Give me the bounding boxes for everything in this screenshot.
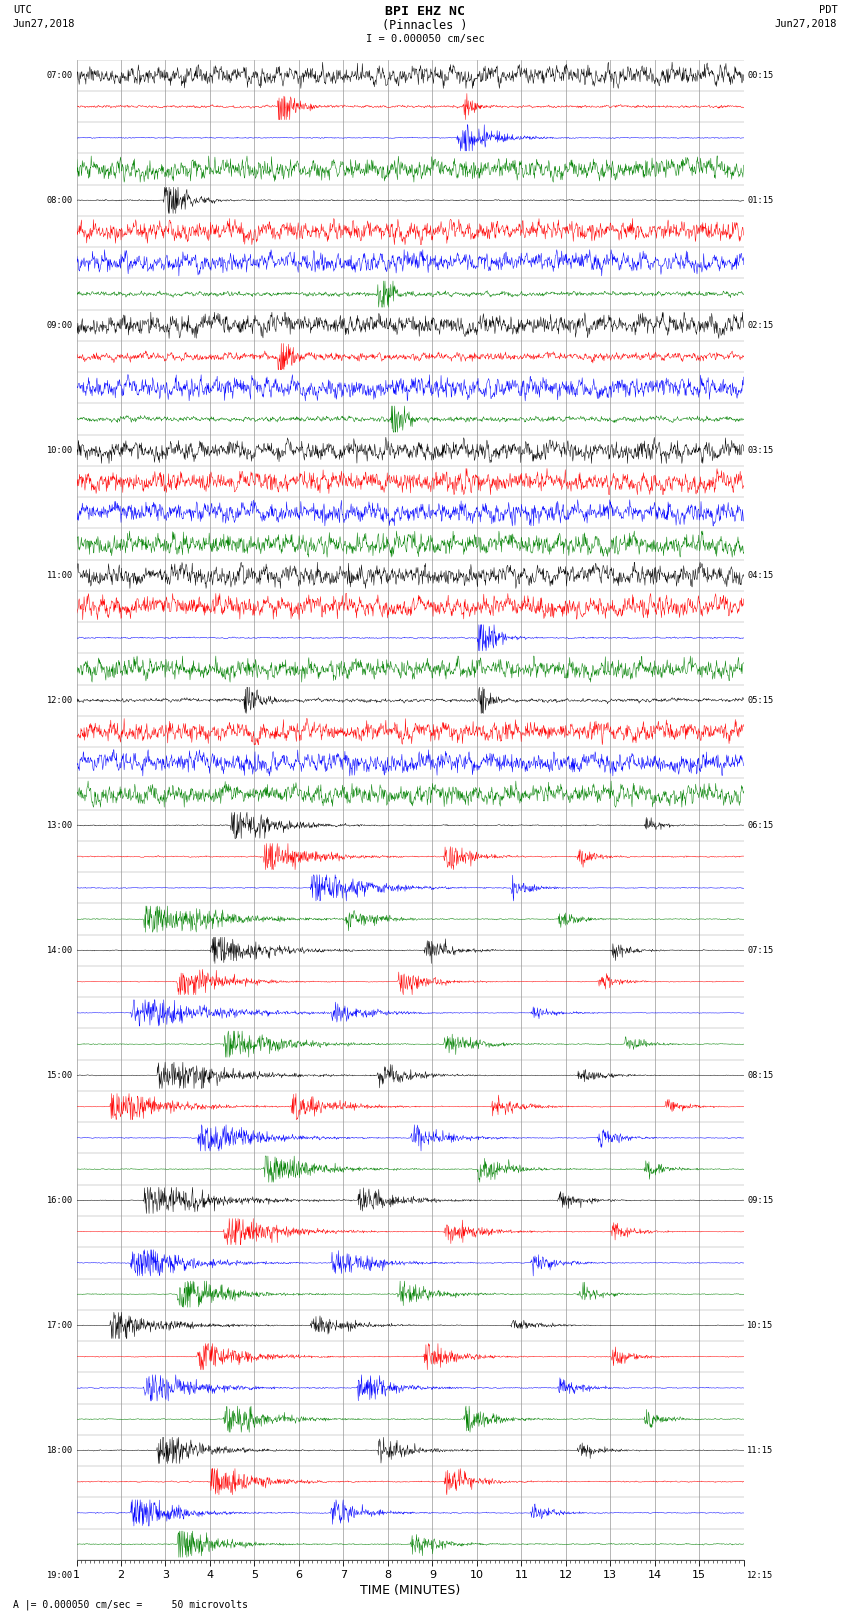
Text: 09:00: 09:00 — [47, 321, 73, 329]
Text: 00:15: 00:15 — [747, 71, 774, 79]
X-axis label: TIME (MINUTES): TIME (MINUTES) — [360, 1584, 460, 1597]
Text: 12:15: 12:15 — [747, 1571, 774, 1579]
Text: 14:00: 14:00 — [47, 945, 73, 955]
Text: 19:00: 19:00 — [47, 1571, 73, 1579]
Text: 04:15: 04:15 — [747, 571, 774, 579]
Text: 11:15: 11:15 — [747, 1445, 774, 1455]
Text: 05:15: 05:15 — [747, 695, 774, 705]
Text: (Pinnacles ): (Pinnacles ) — [382, 19, 468, 32]
Text: UTC: UTC — [13, 5, 31, 15]
Text: 11:00: 11:00 — [47, 571, 73, 579]
Text: 17:00: 17:00 — [47, 1321, 73, 1329]
Text: 08:00: 08:00 — [47, 195, 73, 205]
Text: 16:00: 16:00 — [47, 1195, 73, 1205]
Text: 08:15: 08:15 — [747, 1071, 774, 1079]
Text: 07:00: 07:00 — [47, 71, 73, 79]
Text: 06:15: 06:15 — [747, 821, 774, 829]
Text: 10:15: 10:15 — [747, 1321, 774, 1329]
Text: A |= 0.000050 cm/sec =     50 microvolts: A |= 0.000050 cm/sec = 50 microvolts — [13, 1598, 247, 1610]
Text: 12:00: 12:00 — [47, 695, 73, 705]
Text: 09:15: 09:15 — [747, 1195, 774, 1205]
Text: Jun27,2018: Jun27,2018 — [774, 19, 837, 29]
Text: 13:00: 13:00 — [47, 821, 73, 829]
Text: 18:00: 18:00 — [47, 1445, 73, 1455]
Text: 01:15: 01:15 — [747, 195, 774, 205]
Text: Jun27,2018: Jun27,2018 — [13, 19, 76, 29]
Text: I = 0.000050 cm/sec: I = 0.000050 cm/sec — [366, 34, 484, 44]
Text: 10:00: 10:00 — [47, 445, 73, 455]
Text: 03:15: 03:15 — [747, 445, 774, 455]
Text: 02:15: 02:15 — [747, 321, 774, 329]
Text: BPI EHZ NC: BPI EHZ NC — [385, 5, 465, 18]
Text: 15:00: 15:00 — [47, 1071, 73, 1079]
Text: 07:15: 07:15 — [747, 945, 774, 955]
Text: PDT: PDT — [819, 5, 837, 15]
